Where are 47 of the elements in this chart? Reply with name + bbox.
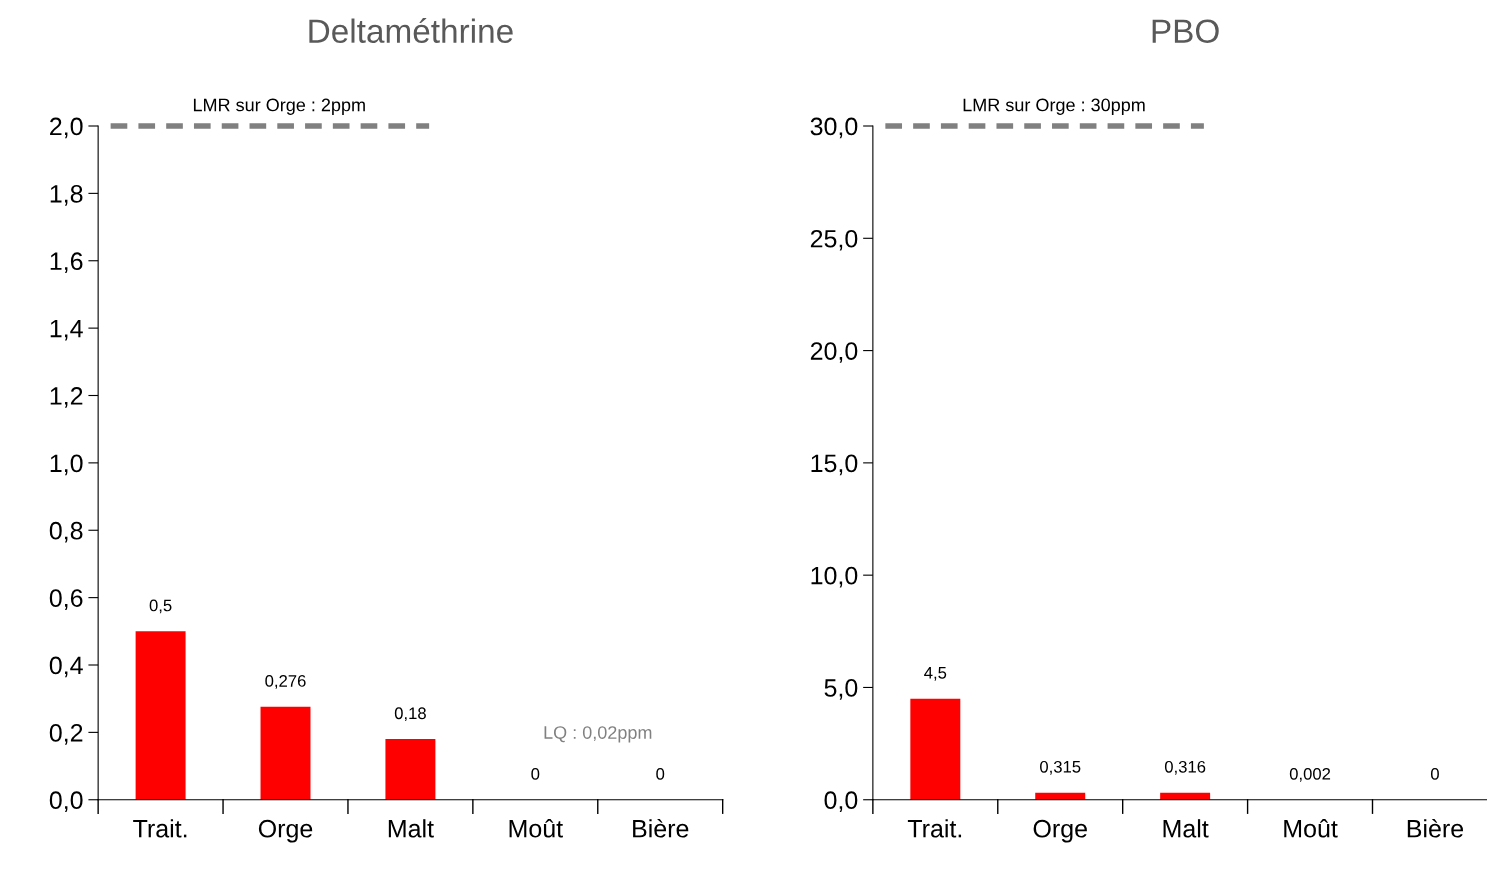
y-tick-label: 1,6 bbox=[50, 252, 83, 274]
y-tick-label: 0,4 bbox=[49, 656, 83, 678]
data-label: 0,276 bbox=[265, 675, 306, 689]
y-tick-label: 15,0 bbox=[811, 454, 858, 476]
x-tick-label: Malt bbox=[388, 819, 434, 838]
x-tick-label: Moût bbox=[509, 819, 563, 838]
y-tick-label: 0,0 bbox=[49, 791, 83, 813]
y-tick-label: 0,2 bbox=[49, 723, 83, 745]
bar bbox=[260, 706, 311, 800]
annotation: LQ : 0,02ppm bbox=[544, 726, 652, 743]
bar bbox=[135, 631, 186, 800]
y-tick-label: 1,4 bbox=[50, 319, 83, 341]
y-tick-label: 1,8 bbox=[50, 184, 83, 206]
x-tick-label: Orge bbox=[258, 819, 313, 843]
ref-line-label: LMR sur Orge : 30ppm bbox=[963, 98, 1145, 115]
y-tick-label: 0,8 bbox=[49, 521, 83, 543]
chart-title: Deltaméthrine bbox=[309, 18, 513, 43]
data-label: 0 bbox=[531, 767, 540, 780]
data-label: 0,315 bbox=[1040, 760, 1081, 775]
x-tick-label: Malt bbox=[1163, 819, 1209, 838]
y-tick-label: 20,0 bbox=[810, 342, 858, 363]
chart-title: PBO bbox=[1152, 19, 1219, 43]
y-tick-label: 2,0 bbox=[50, 117, 83, 139]
y-tick-label: 1,0 bbox=[50, 454, 83, 476]
x-tick-label: Trait. bbox=[133, 819, 187, 838]
x-tick-label: Bière bbox=[1407, 818, 1464, 838]
y-tick-label: 0,0 bbox=[824, 791, 858, 813]
ref-line-label: LMR sur Orge : 2ppm bbox=[193, 98, 365, 115]
y-tick-label: 30,0 bbox=[810, 117, 858, 139]
data-label: 0 bbox=[1430, 767, 1439, 780]
data-label: 0,5 bbox=[149, 599, 172, 614]
bar bbox=[910, 698, 961, 800]
x-tick-label: Trait. bbox=[907, 819, 962, 838]
x-tick-label: Bière bbox=[633, 818, 689, 838]
x-tick-label: Moût bbox=[1284, 819, 1338, 838]
data-label: 0,002 bbox=[1289, 767, 1331, 782]
data-label: 0 bbox=[656, 767, 665, 780]
y-tick-label: 0,6 bbox=[49, 589, 83, 610]
y-tick-label: 1,2 bbox=[50, 387, 83, 408]
data-label: 0,18 bbox=[394, 707, 426, 722]
x-tick-label: Orge bbox=[1033, 819, 1087, 843]
bar bbox=[385, 739, 436, 800]
y-tick-label: 5,0 bbox=[824, 679, 858, 700]
y-tick-label: 25,0 bbox=[810, 229, 858, 251]
data-label: 4,5 bbox=[924, 667, 947, 681]
data-label: 0,316 bbox=[1164, 760, 1206, 775]
y-tick-label: 10,0 bbox=[811, 566, 858, 588]
